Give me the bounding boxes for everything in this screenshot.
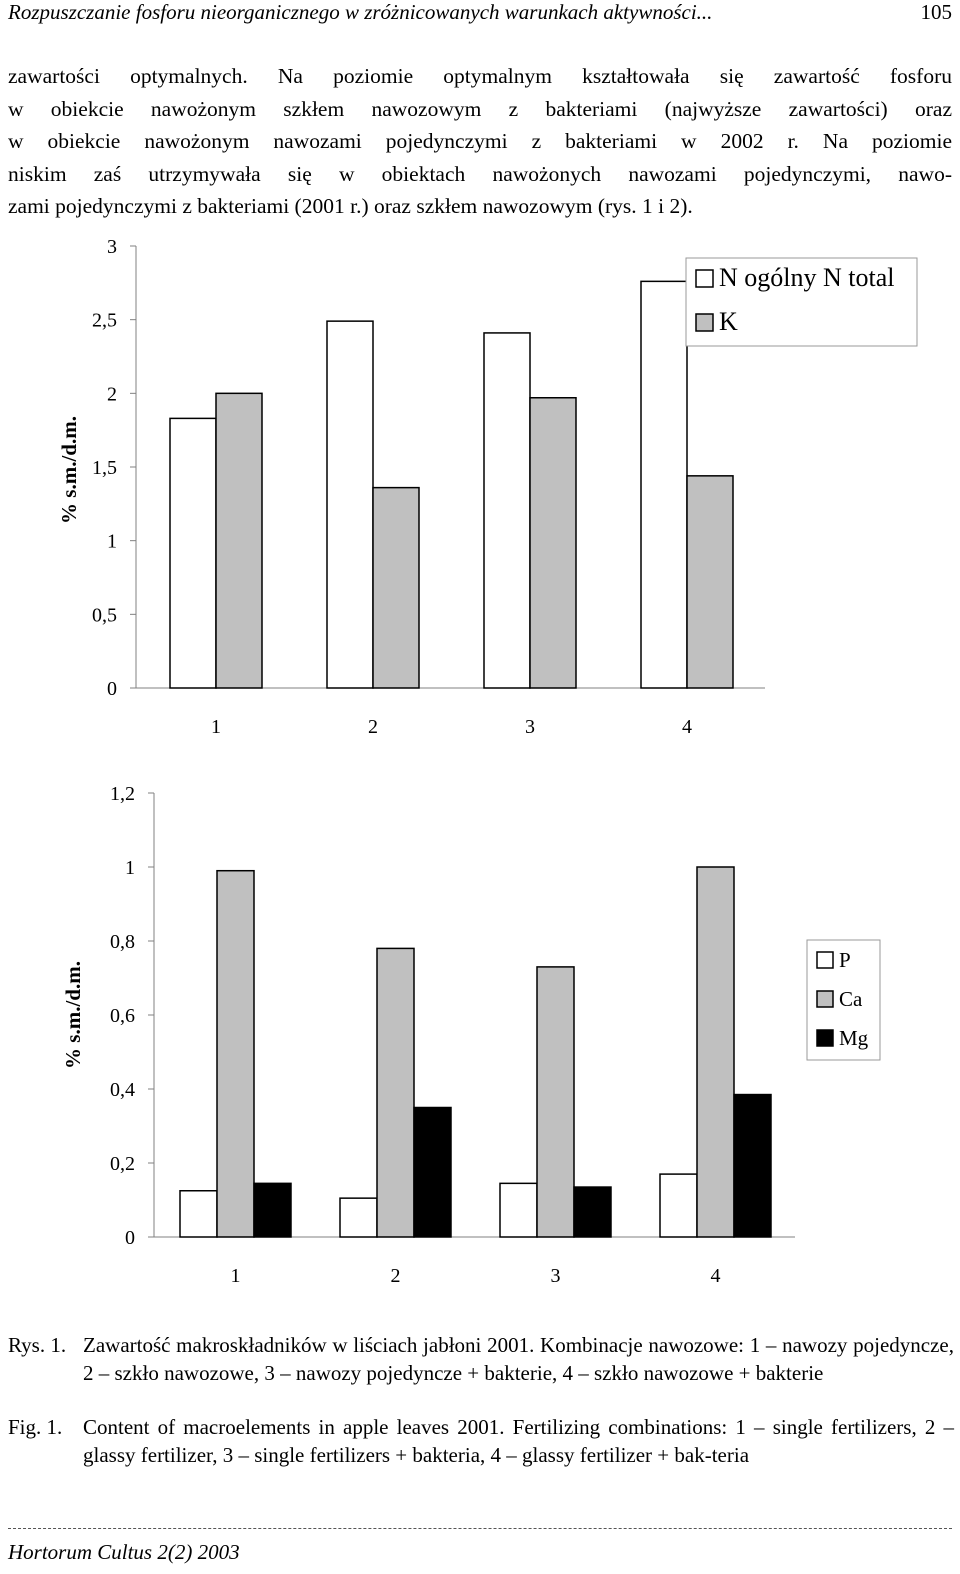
bar — [253, 1182, 292, 1238]
y-tick-label: 0,5 — [92, 604, 117, 626]
legend-label: P — [839, 948, 851, 972]
x-tick-label: 4 — [682, 716, 692, 738]
body-line: zami pojedynczymi z bakteriami (2001 r.)… — [8, 194, 693, 218]
bar — [640, 280, 688, 689]
bar — [376, 947, 415, 1238]
bar — [326, 320, 374, 689]
bar — [536, 966, 575, 1238]
legend-swatch — [816, 1029, 834, 1047]
chart-nitrogen-potassium: 0 0,5 1 1,5 2 2,5 3 % s.m./d.m. 1 2 3 4 N ogólny N t… — [57, 236, 918, 738]
bar — [215, 392, 263, 689]
legend-swatch — [816, 951, 834, 969]
y-tick-label: 2,5 — [92, 310, 117, 332]
caption-text-pl: Zawartość makroskładników w liściach jab… — [83, 1333, 954, 1385]
bar — [483, 332, 531, 689]
journal-footer: Hortorum Cultus 2(2) 2003 — [8, 1540, 240, 1564]
y-tick-label: 1 — [107, 531, 117, 553]
bar — [216, 869, 255, 1238]
legend-label: Mg — [839, 1026, 869, 1050]
bar — [733, 1093, 772, 1238]
bar — [179, 1190, 218, 1238]
figure-caption-en: Fig. 1. Content of macroelements in appl… — [8, 1414, 954, 1469]
body-paragraph: zawartości optymalnych. Na poziomie opty… — [8, 60, 952, 223]
bar — [529, 397, 577, 689]
bar — [339, 1197, 378, 1238]
x-tick-label: 4 — [711, 1265, 721, 1287]
bar — [499, 1182, 538, 1238]
x-tick-label: 1 — [231, 1265, 241, 1287]
caption-text-en: Content of macroelements in apple leaves… — [83, 1415, 954, 1467]
bar — [573, 1186, 612, 1238]
body-line: w obiekcie nawożonym nawozami pojedynczy… — [8, 129, 952, 153]
legend-swatch — [816, 990, 834, 1008]
x-tick-label: 2 — [391, 1265, 401, 1287]
x-tick-label: 2 — [368, 716, 378, 738]
x-tick-label: 1 — [211, 716, 221, 738]
legend-label: N ogólny N total — [719, 263, 895, 292]
y-axis-title: % s.m./d.m. — [61, 961, 85, 1069]
legend-swatch — [695, 313, 714, 332]
bar — [659, 1173, 698, 1238]
y-tick-label: 0 — [125, 1227, 135, 1249]
legend: P Ca Mg — [806, 939, 881, 1061]
y-tick-label: 0,6 — [110, 1005, 135, 1027]
y-tick-label: 3 — [107, 236, 117, 258]
y-tick-label: 0,2 — [110, 1153, 135, 1175]
page-number: 105 — [920, 0, 953, 24]
bar — [372, 486, 420, 689]
footer-divider — [8, 1528, 952, 1529]
y-tick-label: 0,4 — [110, 1079, 135, 1101]
y-tick-label: 0 — [107, 678, 117, 700]
caption-label-en: Fig. 1. — [8, 1415, 63, 1439]
legend: N ogólny N total K — [685, 257, 918, 347]
y-tick-label: 1 — [125, 857, 135, 879]
caption-label-pl: Rys. 1. — [8, 1333, 67, 1357]
figure-caption-pl: Rys. 1. Zawartość makroskładników w liśc… — [8, 1332, 954, 1387]
legend-label: Ca — [839, 987, 863, 1011]
body-line: w obiekcie nawożonym szkłem nawozowym z … — [8, 96, 952, 121]
legend-label: K — [719, 307, 738, 336]
running-title: Rozpuszczanie fosforu nieorganicznego w … — [8, 0, 713, 24]
legend-swatch — [695, 269, 714, 288]
y-tick-label: 2 — [107, 383, 117, 405]
y-tick-label: 1,5 — [92, 457, 117, 479]
y-tick-label: 1,2 — [110, 783, 135, 805]
bar — [169, 417, 217, 689]
x-tick-label: 3 — [551, 1265, 561, 1287]
legend-box — [685, 257, 918, 347]
body-line: niskim zaś utrzymywała się w obiektach n… — [8, 161, 952, 186]
bar — [413, 1106, 452, 1238]
body-line: zawartości optymalnych. Na poziomie opty… — [8, 64, 952, 88]
x-tick-label: 3 — [525, 716, 535, 738]
bar — [686, 475, 734, 689]
y-axis-title: % s.m./d.m. — [57, 416, 81, 524]
running-header: Rozpuszczanie fosforu nieorganicznego w … — [8, 0, 952, 30]
bar — [696, 866, 735, 1238]
chart-phosphorus-calcium-magnesium: 0 0,2 0,4 0,6 0,8 1 1,2 % s.m./d.m. 1 2 3 4 P Ca Mg — [61, 783, 881, 1287]
y-tick-label: 0,8 — [110, 931, 135, 953]
